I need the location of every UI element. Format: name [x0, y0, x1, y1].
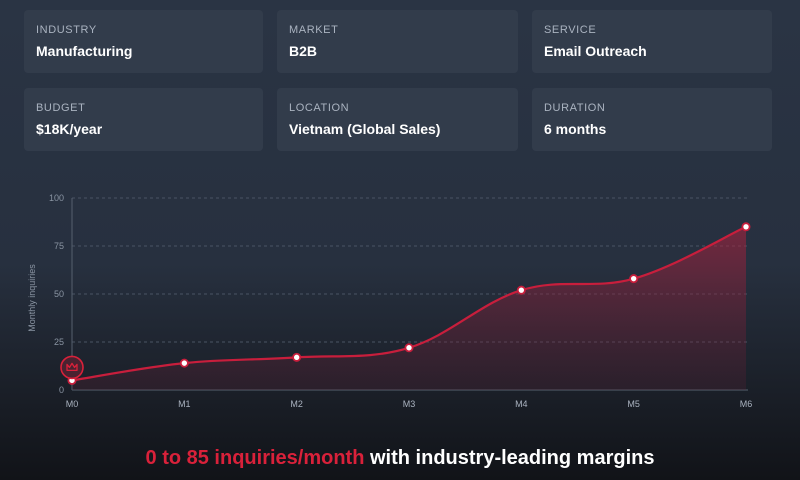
market-label: MARKET [289, 24, 339, 36]
data-point-M5 [629, 274, 639, 284]
y-tick-label: 75 [54, 241, 64, 251]
duration-value: 6 months [544, 121, 607, 137]
y-tick-label: 100 [49, 193, 64, 203]
x-tick-label: M0 [66, 399, 79, 409]
location-label: LOCATION [289, 102, 350, 114]
duration-label: DURATION [544, 102, 606, 114]
market-value: B2B [289, 43, 318, 59]
service-card: SERVICE Email Outreach [532, 10, 772, 73]
data-point-M6 [741, 222, 751, 232]
y-axis-label: Monthly inquiries [27, 264, 37, 332]
x-tick-label: M4 [515, 399, 528, 409]
budget-card: BUDGET $18K/year [24, 88, 263, 151]
inquiries-chart: 0 25 50 75 100 M0 M1 M2 M3 M4 M5 M6 Monthly inquir… [27, 193, 753, 409]
data-point-M3 [404, 343, 414, 353]
data-point-M1 [179, 358, 189, 368]
industry-card: INDUSTRY Manufacturing [24, 10, 263, 73]
area-fill [72, 226, 746, 390]
data-point-M4 [516, 285, 526, 295]
y-tick-label: 50 [54, 289, 64, 299]
y-tick-label: 25 [54, 337, 64, 347]
data-point-M2 [292, 352, 302, 362]
x-tick-label: M5 [627, 399, 640, 409]
summary-caption: 0 to 85 inquiries/month with industry-le… [0, 447, 800, 470]
location-value: Vietnam (Global Sales) [289, 121, 441, 137]
x-tick-labels: M0 M1 M2 M3 M4 M5 M6 [66, 399, 753, 409]
location-card: LOCATION Vietnam (Global Sales) [277, 88, 518, 151]
market-card: MARKET B2B [277, 10, 518, 73]
service-label: SERVICE [544, 24, 597, 36]
x-tick-label: M2 [290, 399, 303, 409]
industry-label: INDUSTRY [36, 24, 97, 36]
crown-icon [60, 355, 84, 380]
duration-card: DURATION 6 months [532, 88, 772, 151]
x-tick-label: M3 [403, 399, 416, 409]
caption-rest: with industry-leading margins [364, 447, 655, 469]
caption-highlight: 0 to 85 inquiries/month [145, 447, 365, 469]
budget-value: $18K/year [36, 121, 103, 137]
x-tick-label: M1 [178, 399, 191, 409]
budget-label: BUDGET [36, 102, 86, 114]
y-tick-label: 0 [59, 385, 64, 395]
y-tick-labels: 0 25 50 75 100 [49, 193, 64, 395]
industry-value: Manufacturing [36, 43, 133, 59]
service-value: Email Outreach [544, 43, 647, 59]
project-info-cards: INDUSTRY Manufacturing MARKET B2B SERVIC… [24, 10, 772, 151]
x-tick-label: M6 [740, 399, 753, 409]
grid-lines [72, 197, 748, 343]
